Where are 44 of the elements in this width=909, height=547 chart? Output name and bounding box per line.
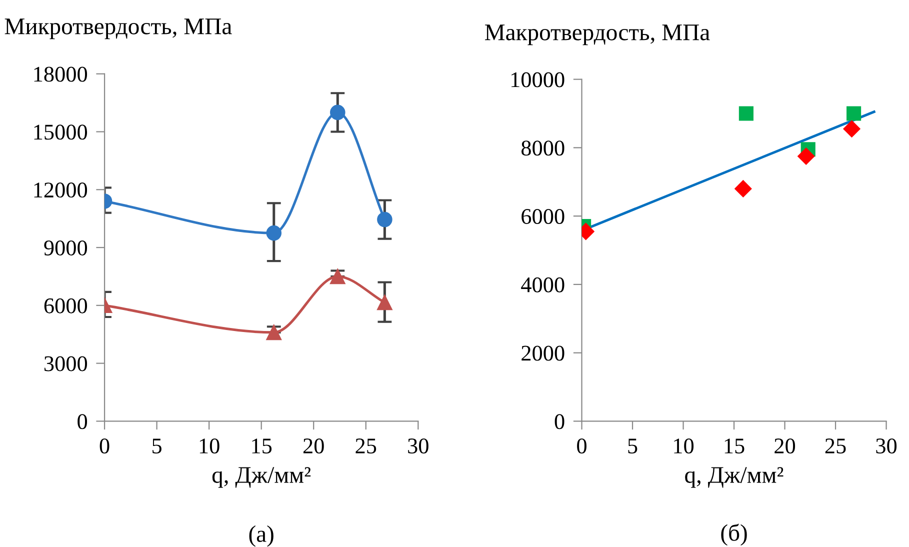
x-tick-label: 25 xyxy=(825,438,846,454)
point xyxy=(330,104,346,120)
x-axis-title: q, Дж/мм² xyxy=(685,467,784,488)
point xyxy=(377,212,392,228)
text: (а) xyxy=(249,525,274,547)
x-tick-label: 20 xyxy=(774,438,796,454)
x-axis-title: q, Дж/мм² xyxy=(212,467,311,488)
point xyxy=(330,268,346,284)
y-tick-label: 9000 xyxy=(44,240,88,256)
point xyxy=(734,180,752,198)
y-tick-label: 18000 xyxy=(34,66,88,82)
x-tick-label: 30 xyxy=(876,438,897,454)
x-tick-label: 25 xyxy=(356,438,376,454)
y-tick-label: 6000 xyxy=(44,298,88,314)
y-axis-title: Микротвердость, МПа xyxy=(4,18,232,40)
y-tick-label: 0 xyxy=(554,414,564,430)
x-tick-label: 10 xyxy=(674,438,694,454)
x-tick-label: 5 xyxy=(628,438,638,454)
point xyxy=(846,106,862,121)
point xyxy=(797,147,815,166)
point xyxy=(266,225,282,241)
y-tick-label: 3000 xyxy=(44,356,88,372)
point xyxy=(842,120,861,138)
y-tick-label: 4000 xyxy=(521,277,564,292)
y-tick-label: 10000 xyxy=(511,72,564,88)
point xyxy=(377,294,392,310)
y-tick-label: 15000 xyxy=(34,124,88,140)
x-tick-label: 0 xyxy=(100,438,110,454)
x-tick-label: 0 xyxy=(577,438,586,454)
y-tick-label: 12000 xyxy=(34,182,88,198)
text: (б) xyxy=(721,524,747,546)
y-tick-label: 2000 xyxy=(522,346,564,361)
y-axis-title: Макротвердость, МПа xyxy=(484,24,710,46)
x-tick-label: 20 xyxy=(303,438,324,454)
x-tick-label: 15 xyxy=(724,438,744,454)
x-tick-label: 5 xyxy=(152,438,162,454)
point xyxy=(738,106,754,121)
point xyxy=(266,324,282,340)
x-tick-label: 30 xyxy=(408,438,428,454)
x-tick-label: 10 xyxy=(200,438,220,454)
x-tick-label: 15 xyxy=(252,438,272,454)
y-tick-label: 0 xyxy=(78,414,88,430)
y-tick-label: 8000 xyxy=(521,140,564,156)
y-tick-label: 6000 xyxy=(522,208,564,224)
